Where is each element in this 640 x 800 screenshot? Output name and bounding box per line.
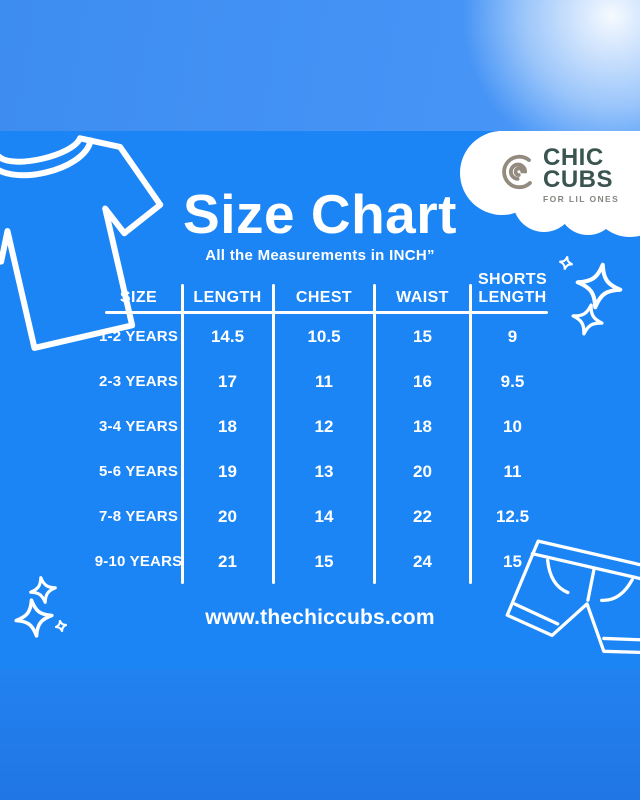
table-cell: 2-3 YEARS: [98, 373, 179, 390]
page-title: Size Chart: [183, 183, 457, 245]
table-cell: 9: [507, 326, 518, 346]
sparkle-icon: [54, 619, 68, 633]
sparkle-icon: [558, 255, 574, 271]
size-table: SIZE LENGTH CHEST WAIST SHORTS LENGTH 1-…: [95, 270, 555, 584]
header-size: SIZE: [119, 289, 158, 307]
table-cell: 18: [413, 416, 432, 436]
background-top-band: [0, 0, 640, 131]
sparkle-icon: [14, 598, 54, 638]
table-cell: 14: [314, 506, 334, 526]
website-url: www.thechiccubs.com: [205, 606, 435, 629]
table-cell: 1-2 YEARS: [98, 328, 179, 345]
sparkle-icon: [571, 303, 604, 336]
table-header-rule: [105, 311, 548, 314]
table-column-divider: [469, 284, 472, 584]
table-cell: 13: [314, 461, 334, 481]
table-column-divider: [272, 284, 275, 584]
page-subtitle: All the Measurements in INCH”: [205, 247, 435, 264]
brand-name-line2: CUBS: [543, 166, 614, 194]
table-cell: 10.5: [307, 326, 341, 346]
header-length: LENGTH: [193, 289, 262, 307]
tshirt-icon: [0, 135, 164, 351]
table-column-divider: [181, 284, 184, 584]
shorts-icon: [505, 539, 640, 655]
header-shorts-length: SHORTS LENGTH: [477, 271, 548, 307]
table-cell: 19: [218, 461, 237, 481]
table-cell: 15: [413, 326, 432, 346]
table-cell: 10: [503, 416, 522, 436]
table-column-divider: [373, 284, 376, 584]
brand-logo: CHIC CUBS FOR LIL ONES: [497, 144, 620, 205]
header-waist: WAIST: [396, 289, 449, 307]
brand-tagline: FOR LIL ONES: [543, 194, 620, 205]
cloud-badge: [460, 131, 640, 237]
spiral-c-icon: [502, 154, 532, 190]
table-cell: 11: [315, 371, 333, 391]
header-chest: CHEST: [295, 289, 353, 307]
table-cell: 3-4 YEARS: [98, 418, 179, 435]
table-cell: 9-10 YEARS: [94, 553, 183, 570]
table-cell: 16: [413, 371, 432, 391]
table-cell: 20: [218, 506, 237, 526]
table-cell: 17: [218, 371, 237, 391]
sparkle-icon: [575, 262, 623, 310]
table-cell: 22: [413, 506, 432, 526]
table-cell: 18: [218, 416, 237, 436]
table-cell: 12: [314, 416, 334, 436]
brand-logo-text: CHIC CUBS FOR LIL ONES: [543, 144, 620, 205]
table-cell: 11: [503, 461, 522, 481]
table-cell: 24: [413, 551, 432, 571]
table-cell: 7-8 YEARS: [98, 508, 179, 525]
sparkle-icon: [29, 576, 57, 604]
table-cell: 20: [413, 461, 432, 481]
table-cell: 14.5: [210, 326, 245, 346]
table-cell: 15: [503, 551, 522, 571]
table-cell: 21: [218, 551, 237, 571]
table-cell: 12.5: [495, 506, 530, 526]
brand-name-line1: CHIC: [543, 144, 604, 171]
table-cell: 15: [314, 551, 334, 571]
table-cell: 5-6 YEARS: [98, 463, 179, 480]
table-cell: 9.5: [500, 371, 525, 391]
background-bottom-band: [0, 669, 640, 800]
